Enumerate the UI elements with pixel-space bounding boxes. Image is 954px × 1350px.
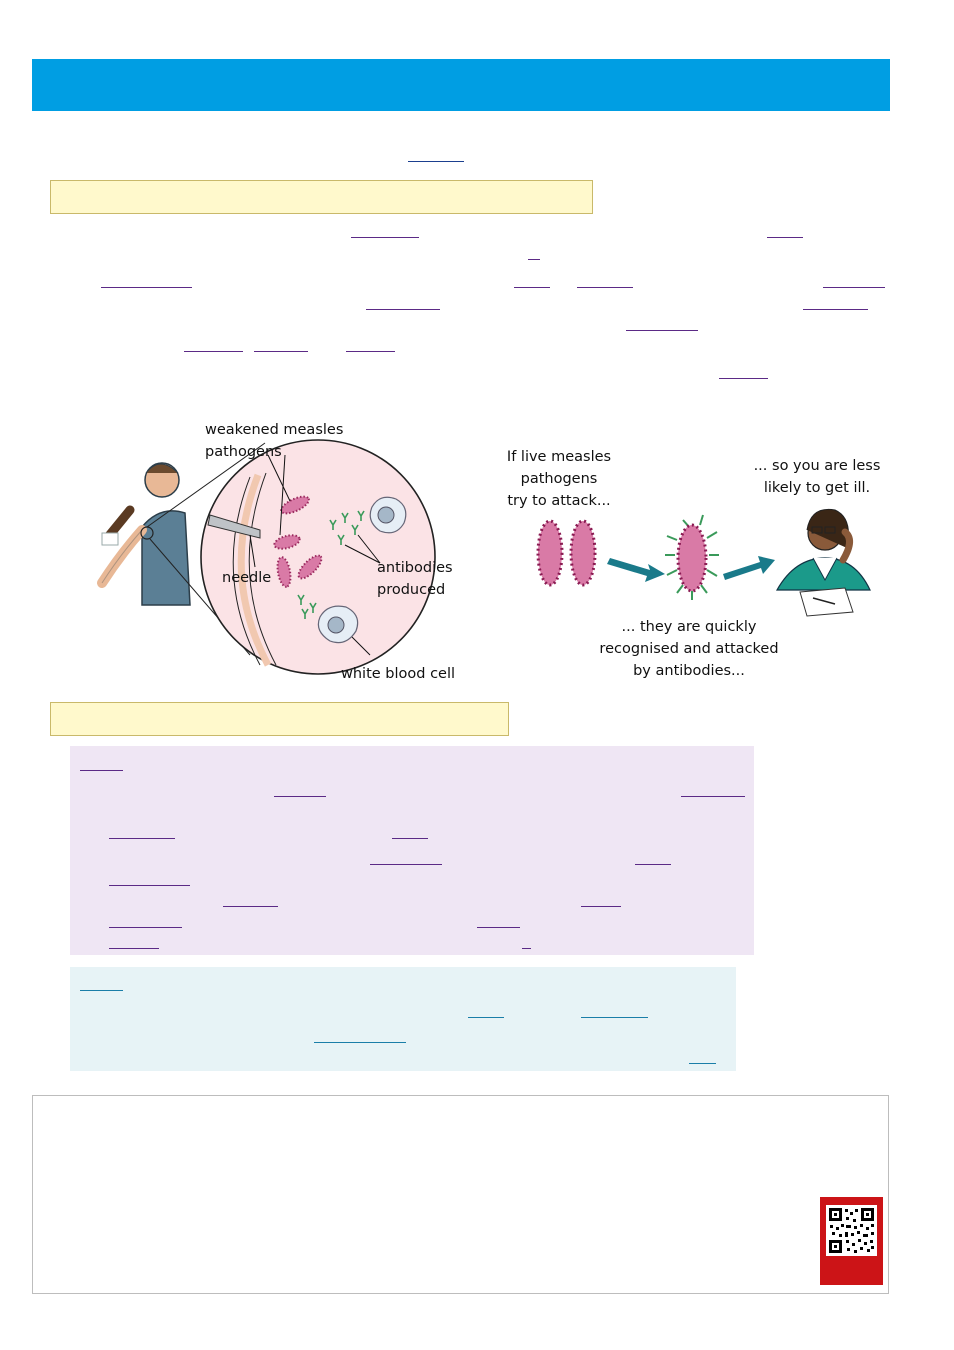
answer-line — [408, 161, 464, 162]
blue-panel — [70, 967, 736, 1071]
answer-line — [109, 838, 175, 839]
answer-line — [635, 864, 671, 865]
answer-line — [689, 1063, 716, 1064]
label-so-you-2: likely to get ill. — [764, 480, 870, 496]
pathogen — [276, 556, 292, 588]
answer-line — [577, 287, 633, 288]
label-weakened: weakened measles — [205, 422, 343, 438]
answer-line — [392, 838, 428, 839]
live-pathogen — [536, 519, 564, 587]
answer-line — [581, 906, 621, 907]
attacked-pathogen — [665, 514, 719, 600]
answer-line — [254, 351, 308, 352]
answer-line — [314, 1042, 406, 1043]
answer-line — [823, 287, 885, 288]
answer-line — [109, 885, 190, 886]
answer-line — [370, 864, 442, 865]
answer-line — [468, 1017, 504, 1018]
white-blood-cell — [369, 496, 407, 534]
label-quickly-2: recognised and attacked — [599, 641, 778, 657]
label-produced: produced — [377, 582, 445, 598]
label-needle: needle — [222, 570, 271, 586]
answer-line — [767, 237, 803, 238]
arrow-right-icon — [607, 558, 665, 582]
answer-line — [109, 927, 182, 928]
answer-line — [681, 796, 745, 797]
answer-line — [274, 796, 326, 797]
answer-line — [223, 906, 278, 907]
pathogen — [273, 534, 301, 550]
answer-line — [80, 770, 123, 771]
pathogen — [280, 495, 310, 515]
answer-line — [366, 309, 440, 310]
label-quickly-3: by antibodies... — [633, 663, 745, 679]
footer-box — [32, 1095, 889, 1294]
header-bar — [32, 59, 890, 111]
label-antibodies: antibodies — [377, 560, 453, 576]
answer-line — [351, 237, 419, 238]
qr-code-icon[interactable] — [826, 1205, 877, 1256]
label-quickly-1: ... they are quickly — [622, 619, 757, 635]
answer-line — [626, 330, 698, 331]
answer-line — [803, 309, 868, 310]
answer-line — [101, 287, 192, 288]
white-blood-cell — [317, 605, 359, 644]
answer-line — [184, 351, 243, 352]
label-if-live-1: If live measles — [507, 449, 611, 465]
answer-line — [346, 351, 395, 352]
person-figure — [97, 442, 266, 656]
antibodies — [297, 510, 365, 619]
callout-box-2 — [50, 702, 509, 736]
answer-line — [80, 990, 123, 991]
answer-line — [528, 259, 540, 260]
arrow-right-icon — [723, 556, 775, 580]
live-pathogen — [569, 519, 597, 587]
student-figure — [775, 508, 871, 617]
answer-line — [514, 287, 550, 288]
label-white-blood-cell: white blood cell — [341, 666, 455, 682]
answer-line — [719, 378, 768, 379]
needle-shape — [207, 514, 261, 539]
vaccination-illustration: weakened measles pathogens needle antibo… — [97, 422, 455, 682]
purple-panel — [70, 746, 754, 955]
immune-response-illustration: If live measles pathogens try to attack.… — [507, 449, 881, 679]
label-if-live-3: try to attack... — [507, 493, 610, 509]
label-pathogens: pathogens — [205, 444, 282, 460]
answer-line — [477, 927, 520, 928]
label-so-you-1: ... so you are less — [754, 458, 881, 474]
callout-box-1 — [50, 180, 593, 214]
answer-line — [581, 1017, 648, 1018]
answer-line — [522, 948, 531, 949]
answer-line — [109, 948, 159, 949]
label-if-live-2: pathogens — [521, 471, 598, 487]
